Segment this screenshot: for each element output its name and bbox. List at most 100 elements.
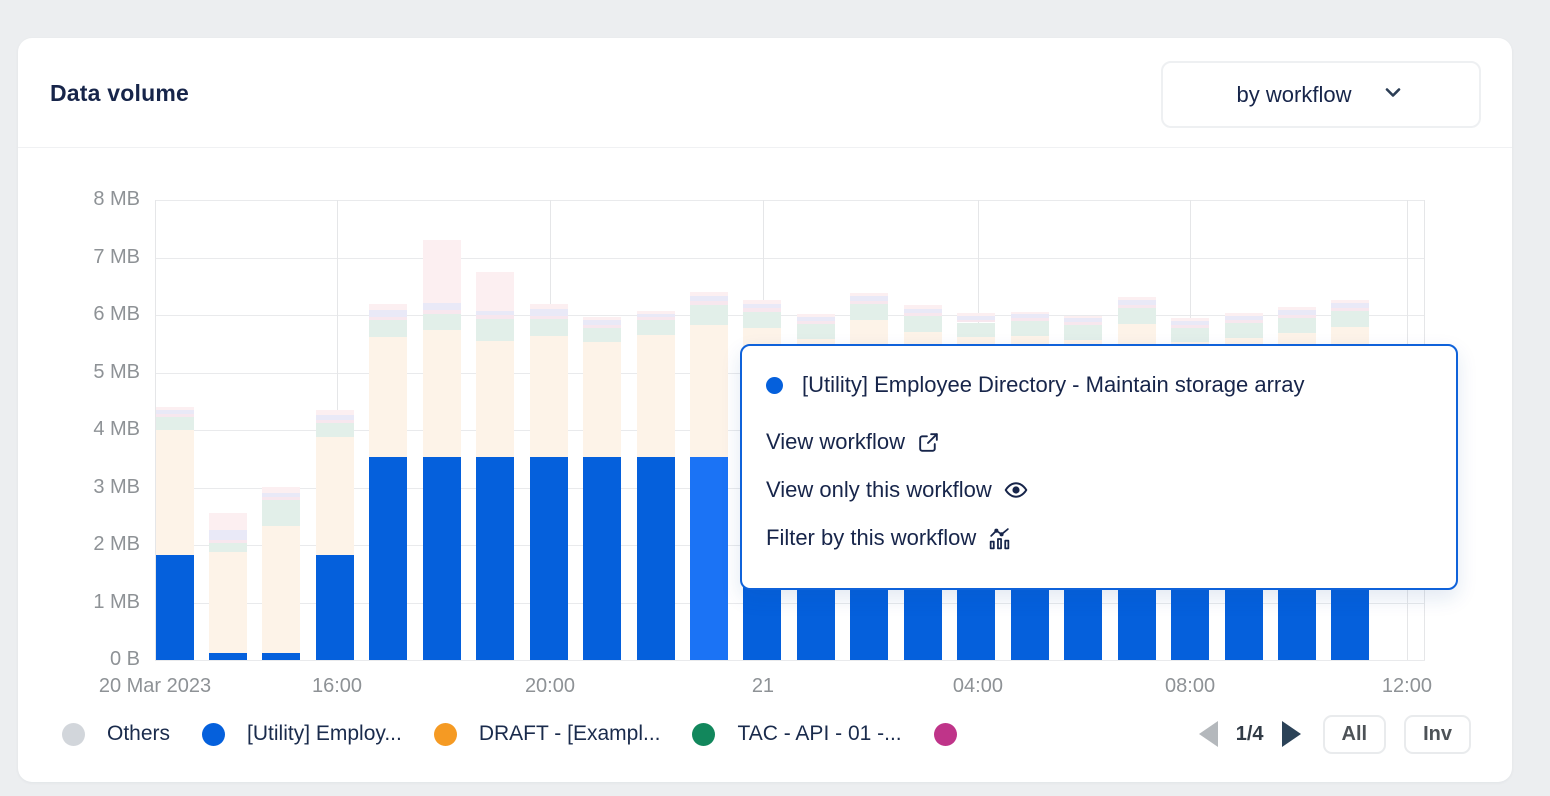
bar-segment-green — [530, 319, 568, 336]
bar-segment-orange — [156, 430, 194, 555]
bar-segment-green — [262, 500, 300, 526]
bar-segment-magenta — [957, 320, 995, 323]
external-link-icon — [916, 430, 941, 455]
bar-5[interactable] — [423, 200, 461, 660]
bar-segment-lavender — [1278, 310, 1316, 315]
bar-segment-rose — [476, 272, 514, 311]
bar-segment-rose — [209, 513, 247, 530]
y-tick-label: 6 MB — [34, 303, 140, 326]
bar-segment-green — [476, 319, 514, 341]
bar-segment-magenta — [209, 540, 247, 543]
legend-controls: 1/4 All Inv — [1199, 715, 1471, 754]
x-tick-label: 21 — [693, 675, 833, 698]
bar-segment-blue — [637, 457, 675, 660]
bar-segment-blue — [316, 555, 354, 660]
y-tick-label: 7 MB — [34, 246, 140, 269]
bar-segment-lavender — [476, 311, 514, 315]
page-background: Data volume by workflow 8 MB7 MB6 MB5 MB… — [0, 0, 1550, 796]
legend-next-page-icon[interactable] — [1282, 721, 1301, 747]
legend-all-button[interactable]: All — [1323, 715, 1387, 754]
bar-segment-magenta — [1278, 315, 1316, 318]
bar-segment-green — [1278, 318, 1316, 334]
bar-segment-orange — [530, 336, 568, 457]
bar-segment-green — [209, 543, 247, 552]
legend-dot — [934, 723, 957, 746]
bar-10[interactable] — [690, 200, 728, 660]
bar-segment-magenta — [904, 313, 942, 316]
bar-segment-magenta — [156, 414, 194, 417]
group-by-dropdown[interactable]: by workflow — [1161, 61, 1481, 128]
bar-segment-green — [1171, 328, 1209, 342]
filter-by-workflow-action[interactable]: Filter by this workflow — [766, 523, 1012, 553]
bar-segment-green — [797, 324, 835, 339]
legend-inv-button[interactable]: Inv — [1404, 715, 1471, 754]
bar-segment-orange — [476, 341, 514, 457]
bar-segment-green — [316, 423, 354, 437]
legend-item-2[interactable]: DRAFT - [Exampl... — [434, 722, 661, 746]
bar-3[interactable] — [316, 200, 354, 660]
bar-segment-magenta — [690, 301, 728, 305]
bar-segment-rose — [743, 300, 781, 303]
tooltip-workflow-title: [Utility] Employee Directory - Maintain … — [802, 372, 1305, 398]
bar-segment-green — [156, 417, 194, 430]
bar-segment-green — [743, 312, 781, 328]
bar-segment-orange — [369, 337, 407, 457]
bar-segment-magenta — [583, 325, 621, 328]
bar-6[interactable] — [476, 200, 514, 660]
data-volume-card: Data volume by workflow 8 MB7 MB6 MB5 MB… — [18, 38, 1512, 782]
bar-segment-green — [690, 305, 728, 325]
bar-segment-rose — [1278, 307, 1316, 310]
bar-7[interactable] — [530, 200, 568, 660]
bar-segment-rose — [637, 311, 675, 314]
legend-item-4[interactable] — [934, 723, 979, 746]
bar-segment-blue — [690, 457, 728, 660]
bar-segment-blue — [476, 457, 514, 660]
bar-segment-blue — [262, 653, 300, 660]
header-divider — [18, 147, 1512, 148]
chart-icon — [987, 526, 1012, 551]
legend-item-0[interactable]: Others — [62, 722, 170, 746]
bar-segment-rose — [1064, 316, 1102, 319]
bar-segment-orange — [423, 330, 461, 457]
bar-segment-magenta — [1118, 305, 1156, 308]
bar-segment-lavender — [637, 314, 675, 317]
x-tick-label: 16:00 — [267, 675, 407, 698]
bar-segment-lavender — [1225, 316, 1263, 320]
legend-item-1[interactable]: [Utility] Employ... — [202, 722, 402, 746]
bar-4[interactable] — [369, 200, 407, 660]
legend-dot — [434, 723, 457, 746]
bar-segment-blue — [209, 653, 247, 660]
bar-2[interactable] — [262, 200, 300, 660]
bar-segment-lavender — [850, 296, 888, 301]
bar-segment-lavender — [1118, 300, 1156, 305]
bar-8[interactable] — [583, 200, 621, 660]
bar-segment-rose — [690, 292, 728, 296]
bar-segment-green — [637, 320, 675, 335]
legend-dot — [692, 723, 715, 746]
bar-segment-green — [423, 314, 461, 330]
view-only-workflow-action[interactable]: View only this workflow — [766, 475, 1029, 505]
bar-0[interactable] — [156, 200, 194, 660]
view-workflow-action[interactable]: View workflow — [766, 427, 941, 457]
bar-segment-magenta — [797, 321, 835, 324]
bar-segment-rose — [904, 305, 942, 308]
bar-segment-lavender — [316, 415, 354, 420]
bar-segment-magenta — [1064, 322, 1102, 325]
bar-segment-lavender — [369, 310, 407, 317]
x-tick-label: 12:00 — [1337, 675, 1477, 698]
legend-item-3[interactable]: TAC - API - 01 -... — [692, 722, 901, 746]
bar-segment-rose — [1171, 318, 1209, 321]
bar-1[interactable] — [209, 200, 247, 660]
bar-segment-lavender — [583, 320, 621, 325]
bar-segment-blue — [530, 457, 568, 660]
legend-dot — [202, 723, 225, 746]
bar-segment-lavender — [690, 296, 728, 301]
bar-segment-blue — [423, 457, 461, 660]
legend: Others [Utility] Employ... DRAFT - [Exampl… — [62, 722, 979, 746]
bar-segment-green — [1331, 311, 1369, 327]
page-title: Data volume — [50, 80, 189, 107]
bar-segment-magenta — [262, 497, 300, 500]
legend-prev-page-icon[interactable] — [1199, 721, 1218, 747]
bar-segment-magenta — [423, 310, 461, 314]
bar-9[interactable] — [637, 200, 675, 660]
